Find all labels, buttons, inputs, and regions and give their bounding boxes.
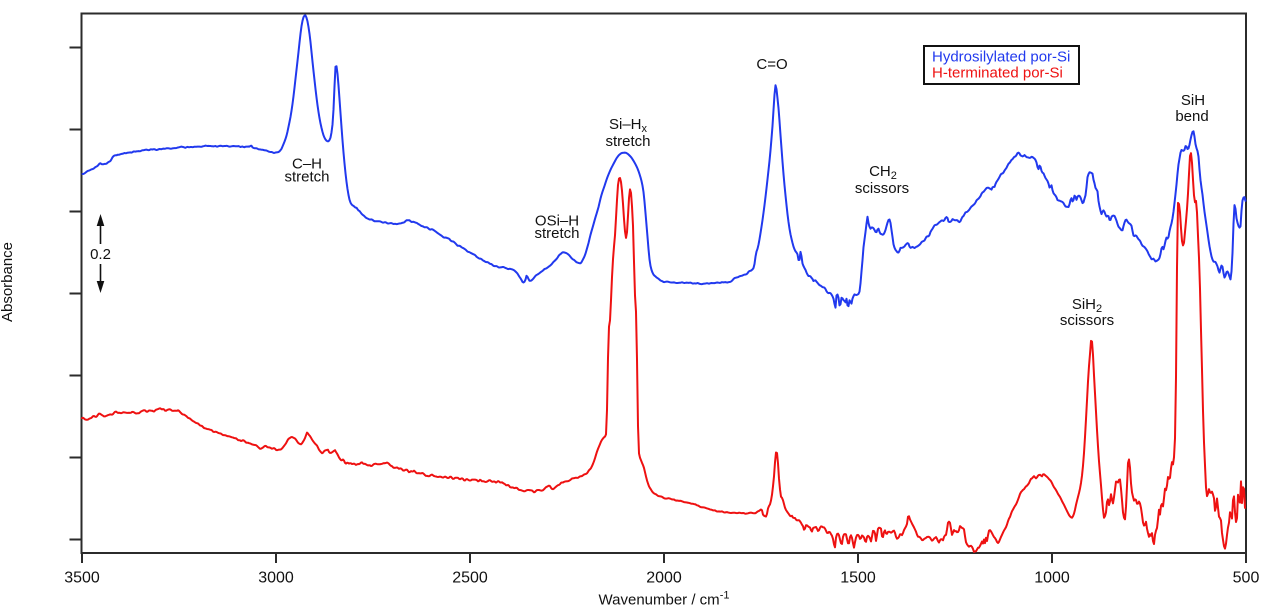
svg-text:C=O: C=O [756,56,787,73]
svg-text:1500: 1500 [840,570,876,587]
svg-text:0.2: 0.2 [90,246,111,263]
svg-text:stretch: stretch [605,133,650,150]
svg-text:Hydrosilylated por-Si: Hydrosilylated por-Si [932,49,1070,66]
svg-text:2000: 2000 [646,570,682,587]
svg-text:2500: 2500 [452,570,488,587]
svg-text:scissors: scissors [855,180,909,197]
svg-text:500: 500 [1233,570,1260,587]
svg-text:Si–Hx: Si–Hx [609,116,648,135]
svg-text:stretch: stretch [534,225,579,242]
svg-text:stretch: stretch [284,169,329,186]
svg-text:bend: bend [1175,108,1208,125]
svg-text:C–H: C–H [292,156,322,173]
svg-text:Wavenumber / cm-1: Wavenumber / cm-1 [599,590,730,609]
svg-text:OSi–H: OSi–H [535,213,579,230]
svg-text:SiH: SiH [1181,92,1205,109]
svg-text:scissors: scissors [1060,312,1114,329]
svg-text:H-terminated por-Si: H-terminated por-Si [932,65,1063,82]
svg-text:Absorbance: Absorbance [0,242,16,322]
svg-text:CH2: CH2 [869,163,897,182]
svg-text:3500: 3500 [64,570,100,587]
svg-text:3000: 3000 [258,570,294,587]
svg-text:SiH2: SiH2 [1072,296,1102,315]
svg-text:1000: 1000 [1034,570,1070,587]
